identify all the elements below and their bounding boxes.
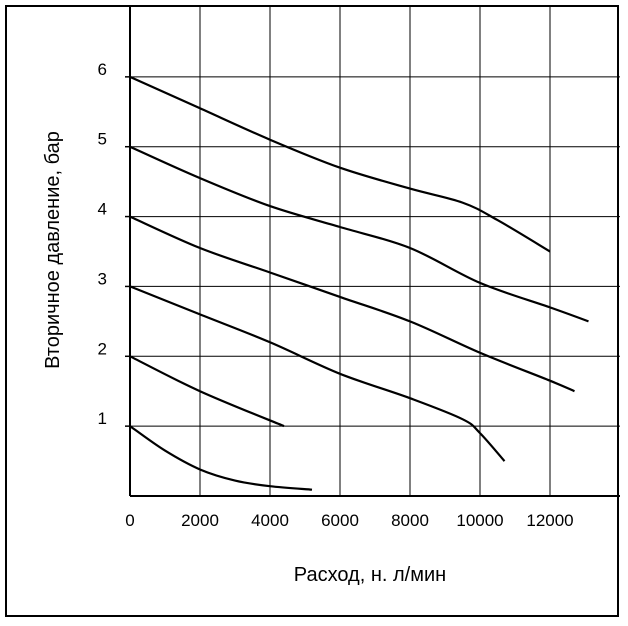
x-tick-label: 10000 [456,511,503,530]
x-axis-label: Расход, н. л/мин [294,564,446,586]
series-line-3 [129,285,506,462]
x-tick-label: 2000 [181,511,219,530]
y-tick-label: 6 [98,60,107,79]
x-tick-labels: 0 2000 4000 6000 8000 10000 12000 [125,511,573,530]
y-tick-labels: 1 2 3 4 5 6 [98,60,107,428]
y-tick-label: 3 [98,269,107,288]
x-tick-label: 12000 [526,511,573,530]
series-line-1 [129,425,313,491]
x-tick-label: 8000 [391,511,429,530]
series-line-5 [129,145,589,323]
x-tick-label: 0 [125,511,134,530]
y-tick-label: 2 [98,339,107,358]
series-line-6 [129,75,551,253]
x-tick-label: 4000 [251,511,289,530]
x-tick-label: 6000 [321,511,359,530]
axes [125,7,620,497]
y-tick-label: 4 [98,200,107,219]
series-group [129,75,589,491]
grid [130,7,620,496]
chart-frame [5,5,619,617]
series-line-2 [129,355,285,428]
y-tick-label: 5 [98,130,107,149]
y-axis-label: Вторичное давление, бар [42,131,64,369]
y-tick-label: 1 [98,409,107,428]
series-line-4 [129,215,575,393]
